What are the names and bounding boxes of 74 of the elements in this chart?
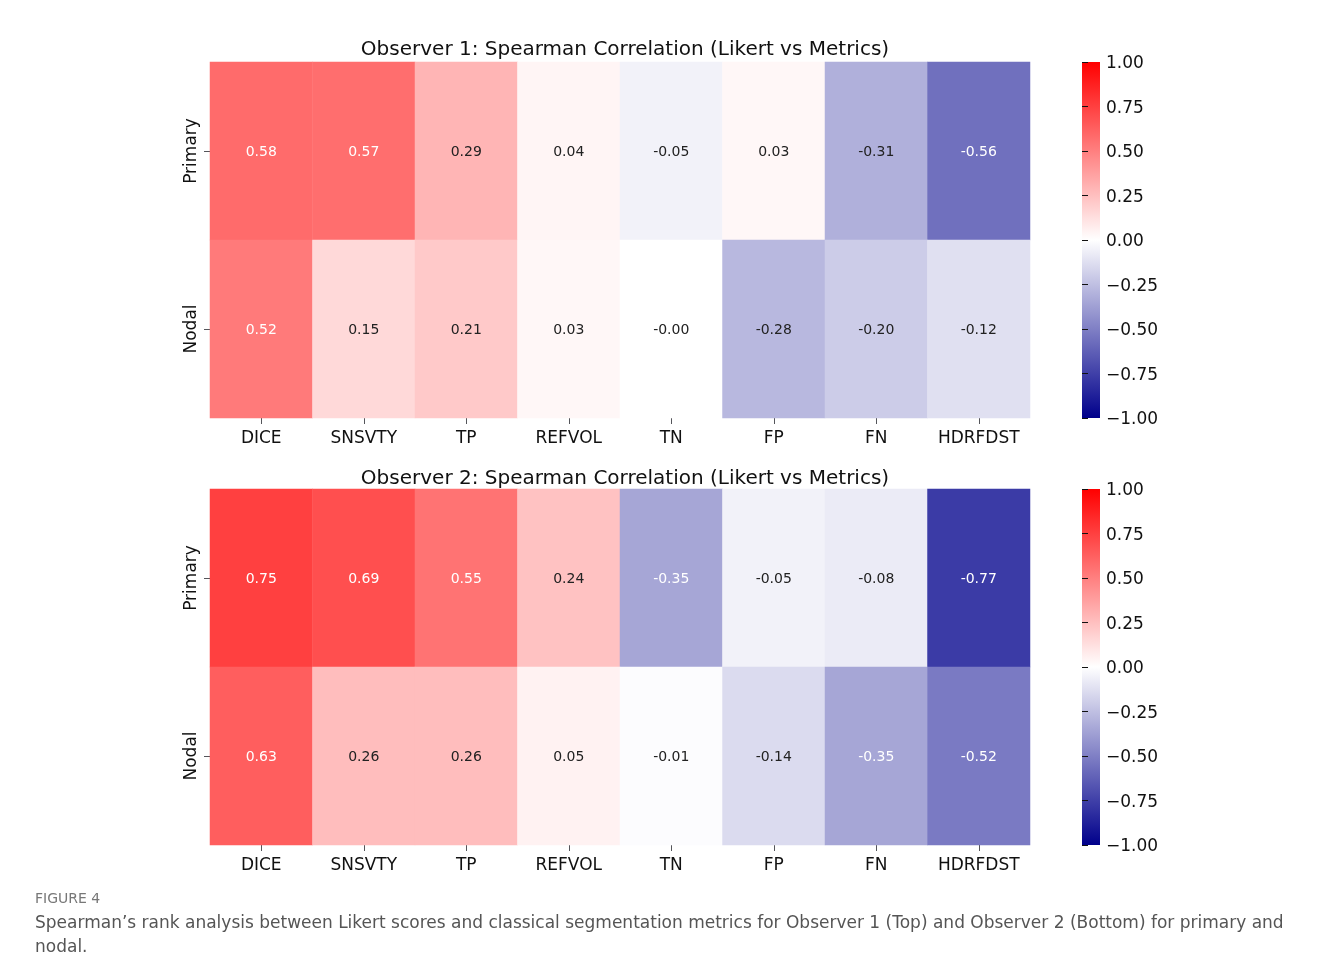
color-bar-label: −1.00 bbox=[1106, 408, 1159, 428]
data-label: -0.01 bbox=[653, 748, 690, 764]
x-tick-label: SNSVTY bbox=[330, 853, 398, 874]
color-bar-label: 1.00 bbox=[1106, 479, 1144, 499]
data-label: -0.14 bbox=[755, 748, 792, 764]
x-tick-label: SNSVTY bbox=[330, 426, 398, 447]
data-label: 0.57 bbox=[348, 143, 380, 159]
data-label: 0.15 bbox=[348, 321, 380, 337]
color-bar-label: 1.00 bbox=[1106, 52, 1144, 72]
y-tick-label: Primary bbox=[179, 118, 200, 184]
color-bar-label: −0.75 bbox=[1106, 363, 1159, 384]
data-label: -0.31 bbox=[858, 143, 895, 159]
x-tick-label: HDRFDST bbox=[937, 426, 1021, 447]
x-tick-label: FP bbox=[763, 426, 784, 447]
color-bar-label: −0.25 bbox=[1106, 701, 1159, 722]
x-tick-label: DICE bbox=[240, 853, 282, 874]
data-label: 0.24 bbox=[553, 570, 585, 586]
color-bar-label: −0.25 bbox=[1106, 274, 1159, 295]
data-label: -0.56 bbox=[960, 143, 997, 159]
color-bar-label: 0.75 bbox=[1106, 523, 1144, 544]
data-label: 0.04 bbox=[553, 143, 585, 159]
y-tick-label: Nodal bbox=[179, 731, 200, 781]
data-label: -0.28 bbox=[755, 321, 792, 337]
data-label: -0.20 bbox=[858, 321, 895, 337]
color-bar-label: −1.00 bbox=[1106, 835, 1159, 855]
color-bar-label: 0.25 bbox=[1106, 612, 1144, 633]
x-tick-label: DICE bbox=[240, 426, 282, 447]
data-label: -0.05 bbox=[653, 143, 690, 159]
data-label: -0.12 bbox=[960, 321, 997, 337]
data-label: 0.69 bbox=[348, 570, 380, 586]
color-bar-label: 0.50 bbox=[1106, 568, 1144, 588]
data-label: 0.03 bbox=[758, 143, 790, 159]
color-bar-label: 0.00 bbox=[1106, 230, 1144, 250]
data-label: 0.52 bbox=[245, 321, 277, 337]
x-tick-label: TP bbox=[454, 426, 477, 447]
text: Spearman’s rank analysis between Likert scores and classical segmentation metrics for Observer 1 (Top) and Observer 2 (Bottom) for primary and nodal. bbox=[35, 911, 1285, 958]
color-bar-label: −0.50 bbox=[1106, 746, 1159, 766]
data-label: 0.58 bbox=[245, 143, 277, 159]
color-bar-label: 0.00 bbox=[1106, 657, 1144, 677]
x-tick-label: FP bbox=[763, 853, 784, 874]
x-tick-label: TN bbox=[658, 426, 683, 447]
color-bar-label: −0.50 bbox=[1106, 319, 1159, 339]
data-label: -0.52 bbox=[960, 748, 997, 764]
x-tick-label: REFVOL bbox=[535, 426, 603, 447]
data-label: 0.26 bbox=[348, 748, 380, 764]
x-tick-label: TN bbox=[658, 853, 683, 874]
color-bar-label: 0.50 bbox=[1106, 141, 1144, 161]
caption: FIGURE 4 bbox=[35, 890, 102, 906]
data-label: 0.55 bbox=[450, 570, 482, 586]
data-label: 0.75 bbox=[245, 570, 277, 586]
x-tick-label: TP bbox=[454, 853, 477, 874]
data-label: -0.08 bbox=[858, 570, 895, 586]
data-label: -0.35 bbox=[653, 570, 690, 586]
chart-title: Observer 2: Spearman Correlation (Likert vs Metrics) bbox=[360, 465, 890, 489]
color-bar-label: 0.75 bbox=[1106, 96, 1144, 117]
data-label: 0.63 bbox=[245, 748, 277, 764]
data-label: 0.05 bbox=[553, 748, 585, 764]
x-tick-label: FN bbox=[865, 853, 888, 874]
x-tick-label: REFVOL bbox=[535, 853, 603, 874]
color-bar-label: −0.75 bbox=[1106, 790, 1159, 811]
data-label: 0.29 bbox=[450, 143, 482, 159]
data-label: 0.21 bbox=[450, 321, 482, 337]
data-label: -0.77 bbox=[960, 570, 997, 586]
x-tick-label: HDRFDST bbox=[937, 853, 1021, 874]
color-bar-label: 0.25 bbox=[1106, 185, 1144, 206]
data-label: 0.03 bbox=[553, 321, 585, 337]
data-label: -0.00 bbox=[653, 321, 690, 337]
y-tick-label: Nodal bbox=[179, 304, 200, 354]
y-tick-label: Primary bbox=[179, 545, 200, 611]
data-label: 0.26 bbox=[450, 748, 482, 764]
data-label: -0.05 bbox=[755, 570, 792, 586]
data-label: -0.35 bbox=[858, 748, 895, 764]
x-tick-label: FN bbox=[865, 426, 888, 447]
chart-title: Observer 1: Spearman Correlation (Likert vs Metrics) bbox=[360, 36, 890, 60]
